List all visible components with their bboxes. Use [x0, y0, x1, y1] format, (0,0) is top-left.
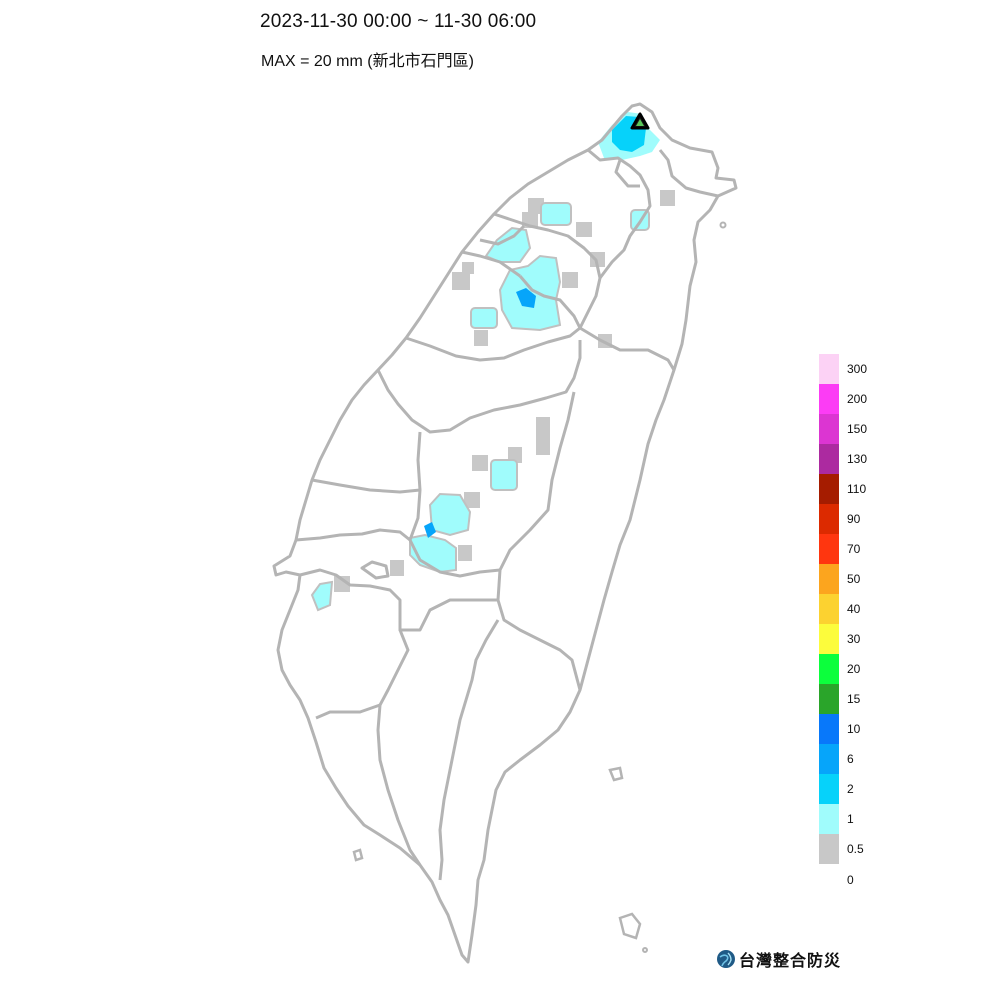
- legend-swatch: [819, 414, 839, 444]
- green-island: [608, 766, 624, 782]
- legend-swatch: [819, 504, 839, 534]
- legend-swatch: [819, 594, 839, 624]
- legend-swatch: [819, 624, 839, 654]
- legend-swatch: [819, 774, 839, 804]
- legend-label: 1: [847, 812, 854, 826]
- legend-swatch: [819, 354, 839, 384]
- legend-label: 15: [847, 692, 861, 706]
- legend-swatch: [819, 444, 839, 474]
- legend-swatch: [819, 534, 839, 564]
- legend-entry: 300: [819, 354, 879, 384]
- rain-patch-gray-6: [462, 262, 474, 274]
- legend-label: 90: [847, 512, 861, 526]
- rain-patch-8: [310, 580, 334, 612]
- legend-swatch: [819, 834, 839, 864]
- legend-label: 300: [847, 362, 868, 376]
- legend-label: 200: [847, 392, 868, 406]
- rain-patch-1: [540, 202, 572, 226]
- legend-entry: 150: [819, 414, 879, 444]
- triangle-max-marker-icon: [630, 112, 650, 130]
- rain-patch-gray-13: [464, 492, 480, 508]
- legend-label: 0.5: [847, 842, 864, 856]
- legend-swatch: [819, 804, 839, 834]
- rain-patch-2: [484, 226, 532, 263]
- lesser-liuqiu: [352, 848, 364, 862]
- rain-patch-gray-16: [334, 576, 350, 592]
- legend-entry: 2: [819, 774, 879, 804]
- legend-swatch: [819, 564, 839, 594]
- map-title: 2023-11-30 00:00 ~ 11-30 06:00: [260, 11, 537, 32]
- islet-south: [642, 947, 648, 953]
- rainfall-patches: [310, 112, 675, 612]
- legend-label: 110: [847, 482, 867, 496]
- islet-east: [719, 221, 727, 229]
- legend-entry: 15: [819, 684, 879, 714]
- legend-label: 150: [847, 422, 868, 436]
- legend-entry: 110: [819, 474, 879, 504]
- rain-patch-3-2mm: [516, 288, 536, 308]
- legend-entry: 0.5: [819, 834, 879, 864]
- rain-patch-gray-8: [474, 330, 488, 346]
- rain-patch-7: [409, 533, 457, 574]
- legend-swatch: [819, 684, 839, 714]
- legend-entry: 20: [819, 654, 879, 684]
- legend-entry: 130: [819, 444, 879, 474]
- rain-patch-gray-15: [390, 560, 404, 576]
- rain-patch-gray-10: [536, 417, 550, 455]
- legend-entry: 70: [819, 534, 879, 564]
- legend-label: 70: [847, 542, 861, 556]
- legend-swatch: [819, 474, 839, 504]
- legend-label: 2: [847, 782, 854, 796]
- legend-label: 10: [847, 722, 861, 736]
- rain-patch-gray-2: [576, 222, 592, 237]
- legend-label: 6: [847, 752, 854, 766]
- legend-swatch: [819, 654, 839, 684]
- legend-entry: 10: [819, 714, 879, 744]
- map-subtitle: MAX = 20 mm (新北市石門區): [261, 53, 474, 70]
- rainfall-legend: 300 200 150 130 110 90 70 50 40 30 20 15 10 6 2 1 0.5: [819, 354, 879, 864]
- logo-text: 台灣整合防災: [739, 951, 842, 970]
- legend-entry: 40: [819, 594, 879, 624]
- logo: 台灣整合防災: [716, 947, 841, 971]
- rain-patch-5: [490, 459, 518, 491]
- legend-label: 50: [847, 572, 861, 586]
- rain-patch-gray-7: [562, 272, 578, 288]
- legend-zero-label: 0: [847, 873, 854, 887]
- rain-patch-gray-ne: [660, 190, 675, 206]
- legend-swatch: [819, 714, 839, 744]
- legend-swatch: [819, 384, 839, 414]
- legend-entry: 200: [819, 384, 879, 414]
- rain-patch-gray-11: [472, 455, 488, 471]
- orchid-island: [618, 912, 642, 940]
- rain-patch-gray-5: [452, 272, 470, 290]
- rain-patch-7-2mm: [424, 522, 436, 538]
- legend-label: 40: [847, 602, 861, 616]
- county-boundaries: [295, 148, 719, 881]
- legend-label: 30: [847, 632, 861, 646]
- legend-entry: 50: [819, 564, 879, 594]
- legend-label: 130: [847, 452, 868, 466]
- legend-label: 20: [847, 662, 861, 676]
- legend-entry: 30: [819, 624, 879, 654]
- rain-patch-gray-14: [458, 545, 472, 561]
- legend-swatch: [819, 744, 839, 774]
- rain-patch-4: [470, 307, 498, 329]
- legend-entry: 6: [819, 744, 879, 774]
- legend-entry: 1: [819, 804, 879, 834]
- globe-logo-icon: [717, 950, 735, 968]
- legend-entry: 90: [819, 504, 879, 534]
- rain-patch-6: [428, 492, 472, 537]
